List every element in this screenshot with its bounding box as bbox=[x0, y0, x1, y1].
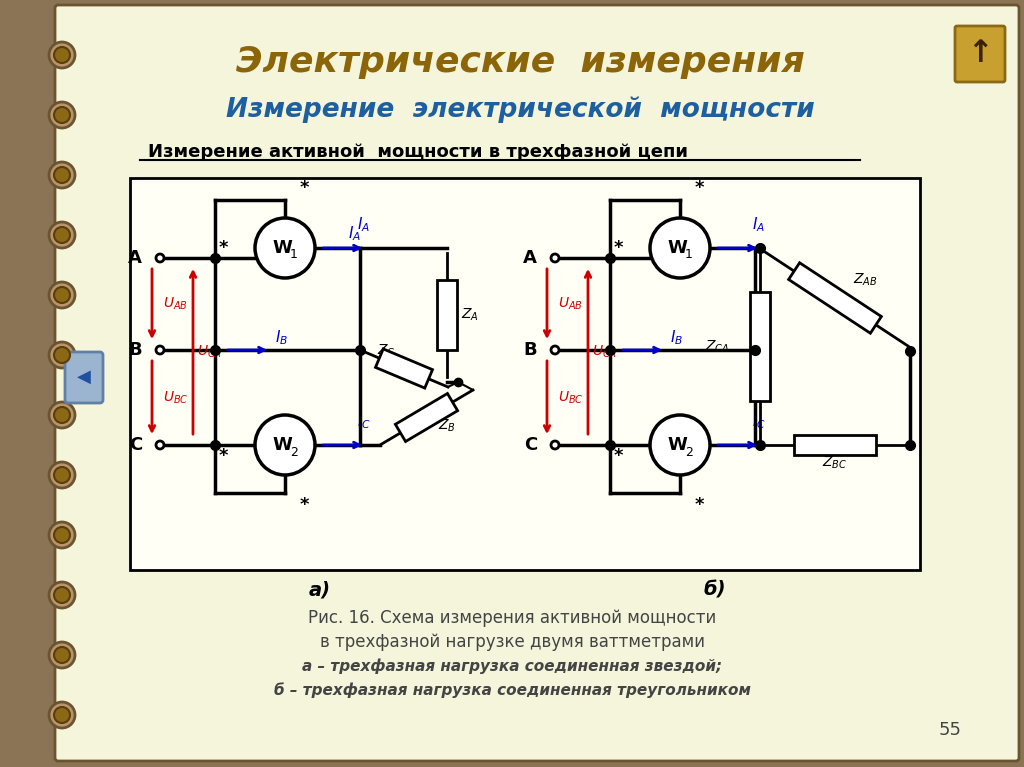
Text: $I_C$: $I_C$ bbox=[357, 413, 371, 431]
Circle shape bbox=[156, 254, 164, 262]
Text: $Z_A$: $Z_A$ bbox=[461, 307, 479, 323]
FancyBboxPatch shape bbox=[65, 352, 103, 403]
Circle shape bbox=[54, 527, 70, 543]
Text: W: W bbox=[272, 239, 292, 257]
Text: Рис. 16. Схема измерения активной мощности: Рис. 16. Схема измерения активной мощнос… bbox=[308, 609, 716, 627]
Circle shape bbox=[255, 415, 315, 475]
Circle shape bbox=[54, 647, 70, 663]
Text: 1: 1 bbox=[290, 249, 298, 262]
Text: $U_{BC}$: $U_{BC}$ bbox=[558, 390, 584, 406]
Text: ◀: ◀ bbox=[77, 368, 91, 386]
Text: *: * bbox=[300, 179, 309, 197]
Circle shape bbox=[49, 462, 75, 488]
Text: а): а) bbox=[309, 581, 331, 600]
Text: C: C bbox=[523, 436, 537, 454]
Circle shape bbox=[650, 218, 710, 278]
Text: в трехфазной нагрузке двумя ваттметрами: в трехфазной нагрузке двумя ваттметрами bbox=[319, 633, 705, 651]
Bar bbox=[130, 178, 920, 570]
Text: C: C bbox=[129, 436, 142, 454]
Circle shape bbox=[156, 441, 164, 449]
Circle shape bbox=[54, 167, 70, 183]
Circle shape bbox=[49, 402, 75, 428]
Text: $Z_B$: $Z_B$ bbox=[438, 417, 457, 433]
Text: Электрические  измерения: Электрические измерения bbox=[236, 45, 805, 79]
Circle shape bbox=[54, 347, 70, 363]
Circle shape bbox=[49, 102, 75, 128]
Circle shape bbox=[49, 282, 75, 308]
FancyBboxPatch shape bbox=[55, 5, 1019, 761]
Circle shape bbox=[54, 287, 70, 303]
Circle shape bbox=[156, 346, 164, 354]
Circle shape bbox=[54, 227, 70, 243]
Polygon shape bbox=[750, 292, 770, 400]
Text: б – трехфазная нагрузка соединенная треугольником: б – трехфазная нагрузка соединенная треу… bbox=[273, 682, 751, 698]
Circle shape bbox=[49, 642, 75, 668]
Circle shape bbox=[49, 222, 75, 248]
Circle shape bbox=[551, 441, 559, 449]
Text: $I_A$: $I_A$ bbox=[357, 216, 370, 234]
Text: а – трехфазная нагрузка соединенная звездой;: а – трехфазная нагрузка соединенная звез… bbox=[302, 658, 722, 673]
Circle shape bbox=[54, 467, 70, 483]
Text: B: B bbox=[523, 341, 537, 359]
Text: б): б) bbox=[703, 581, 726, 600]
Text: Измерение активной  мощности в трехфазной цепи: Измерение активной мощности в трехфазной… bbox=[148, 143, 688, 161]
Text: $Z_{BC}$: $Z_{BC}$ bbox=[822, 455, 848, 471]
Text: $I_B$: $I_B$ bbox=[275, 328, 288, 347]
Text: $Z_{CA}$: $Z_{CA}$ bbox=[706, 338, 730, 354]
Text: 55: 55 bbox=[939, 721, 962, 739]
Text: *: * bbox=[300, 496, 309, 514]
Text: *: * bbox=[695, 179, 705, 197]
Text: $I_C$: $I_C$ bbox=[752, 413, 766, 431]
Text: W: W bbox=[667, 436, 687, 454]
Circle shape bbox=[49, 582, 75, 608]
Polygon shape bbox=[795, 435, 876, 455]
Text: B: B bbox=[128, 341, 142, 359]
Circle shape bbox=[49, 342, 75, 368]
Circle shape bbox=[49, 702, 75, 728]
Text: $U_{CA}$: $U_{CA}$ bbox=[197, 344, 222, 360]
Polygon shape bbox=[376, 349, 432, 388]
Polygon shape bbox=[395, 393, 458, 442]
Circle shape bbox=[54, 107, 70, 123]
Text: 1: 1 bbox=[685, 249, 693, 262]
Text: A: A bbox=[523, 249, 537, 267]
Circle shape bbox=[650, 415, 710, 475]
Text: $I_B$: $I_B$ bbox=[670, 328, 683, 347]
Text: A: A bbox=[128, 249, 142, 267]
Text: W: W bbox=[667, 239, 687, 257]
Circle shape bbox=[551, 254, 559, 262]
Text: *: * bbox=[695, 496, 705, 514]
Text: $U_{CA}$: $U_{CA}$ bbox=[592, 344, 616, 360]
Circle shape bbox=[54, 587, 70, 603]
Circle shape bbox=[49, 162, 75, 188]
Text: *: * bbox=[219, 239, 228, 257]
Text: $U_{AB}$: $U_{AB}$ bbox=[558, 296, 583, 312]
Text: *: * bbox=[219, 447, 228, 465]
Text: Измерение  электрической  мощности: Измерение электрической мощности bbox=[225, 97, 814, 123]
Text: *: * bbox=[614, 447, 624, 465]
Text: 2: 2 bbox=[685, 446, 693, 459]
Text: ↑: ↑ bbox=[968, 39, 992, 68]
Polygon shape bbox=[788, 263, 882, 333]
Circle shape bbox=[255, 218, 315, 278]
Text: $U_{BC}$: $U_{BC}$ bbox=[163, 390, 188, 406]
Circle shape bbox=[49, 42, 75, 68]
Text: $Z_C$: $Z_C$ bbox=[378, 342, 396, 359]
Circle shape bbox=[49, 522, 75, 548]
Text: *: * bbox=[614, 239, 624, 257]
FancyBboxPatch shape bbox=[955, 26, 1005, 82]
Text: $U_{AB}$: $U_{AB}$ bbox=[163, 296, 187, 312]
Text: W: W bbox=[272, 436, 292, 454]
Circle shape bbox=[551, 346, 559, 354]
Polygon shape bbox=[437, 280, 457, 350]
Text: $Z_{AB}$: $Z_{AB}$ bbox=[853, 272, 878, 288]
Text: $I_A$: $I_A$ bbox=[348, 225, 361, 243]
Circle shape bbox=[54, 47, 70, 63]
Text: 2: 2 bbox=[290, 446, 298, 459]
Circle shape bbox=[54, 707, 70, 723]
Circle shape bbox=[54, 407, 70, 423]
Text: $I_A$: $I_A$ bbox=[752, 216, 765, 234]
